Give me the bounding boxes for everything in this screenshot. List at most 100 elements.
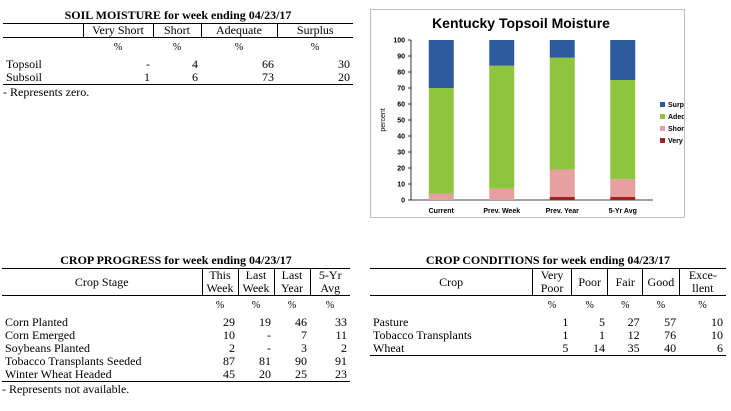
unit-label: %	[621, 300, 630, 312]
header-this-week: This Week	[201, 268, 238, 296]
bar-segment	[489, 65, 515, 189]
table-row: Tobacco Transplants Seeded 87 81 90 91	[2, 353, 350, 368]
row-label: Wheat	[370, 341, 533, 356]
header-poor: Poor	[570, 268, 608, 296]
cell: 33	[335, 314, 347, 329]
cell: 3	[301, 340, 307, 355]
x-tick-label: 5-Yr Avg	[609, 208, 637, 215]
table-row: Subsoil 1 6 73 20	[3, 70, 353, 85]
cell: 5	[532, 341, 572, 356]
y-tick-label: 40	[397, 134, 405, 141]
cell: 1	[598, 327, 605, 342]
unit-row: % % % %	[2, 296, 350, 316]
bar-segment	[428, 193, 454, 200]
bar-segment	[610, 40, 636, 80]
bar-segment	[549, 169, 575, 197]
bar-segment	[489, 40, 515, 66]
cell: 57	[664, 314, 677, 329]
header-5yr-avg: 5-Yr Avg	[309, 268, 350, 296]
cell: 91	[335, 353, 347, 368]
y-tick-label: 100	[393, 38, 405, 45]
y-tick-label: 90	[397, 54, 405, 61]
cell: 6	[679, 341, 726, 356]
legend-swatch	[660, 114, 665, 119]
chart-svg: Kentucky Topsoil Moisture percent 0 10 20 30 4…	[380, 15, 704, 215]
header-last-week: Last Week	[237, 268, 274, 296]
bar-segment	[428, 88, 454, 194]
y-axis-label: percent	[380, 108, 387, 131]
bar-segment	[549, 40, 575, 58]
header-crop: Crop	[370, 268, 533, 296]
cell: 73	[201, 70, 277, 85]
cell: 20	[277, 70, 353, 85]
bar-segment	[489, 188, 515, 200]
crop-conditions-section: CROP CONDITIONS for week ending 04/23/17…	[370, 253, 726, 356]
unit-label: %	[547, 300, 557, 312]
legend-swatch	[660, 126, 665, 131]
crop-progress-table: Crop Stage This Week Last Week Last Year 5-…	[2, 268, 350, 382]
row-label: Subsoil	[3, 70, 83, 85]
y-tick-label: 70	[397, 86, 405, 93]
cell: -	[146, 56, 150, 71]
cell: 11	[335, 327, 347, 342]
bar-segment	[549, 196, 575, 200]
crop-conditions-title: CROP CONDITIONS for week ending 04/23/17	[425, 253, 671, 267]
chart-title: Kentucky Topsoil Moisture	[432, 15, 610, 31]
cell: 6	[153, 70, 201, 85]
header-very-short: Very Short	[82, 23, 153, 38]
cell: 5	[598, 314, 605, 329]
cell: 40	[642, 341, 680, 356]
row-label: Tobacco Transplants	[373, 327, 472, 342]
cell: 76	[664, 327, 677, 342]
cell: 10	[223, 327, 235, 342]
cell: 27	[627, 314, 640, 329]
table-header-row: Crop Stage This Week Last Week Last Year 5-…	[2, 268, 350, 296]
y-tick-label: 20	[397, 166, 405, 173]
y-tick-label: 60	[397, 102, 405, 109]
header-blank	[3, 23, 83, 38]
crop-conditions-table: Crop Very Poor Poor Fair Good Exce-llent …	[370, 268, 726, 356]
cell: 23	[310, 367, 350, 382]
crop-progress-title: CROP PROGRESS for week ending 04/23/17	[60, 253, 292, 267]
legend-label: Short	[668, 126, 684, 133]
y-tick-label: 80	[397, 70, 405, 77]
legend-label: Adequate	[668, 114, 684, 121]
row-label: Winter Wheat Headed	[2, 367, 202, 382]
cell: 4	[192, 56, 198, 71]
unit-label: %	[113, 42, 123, 54]
cell: 1	[562, 327, 569, 342]
cell: 19	[259, 314, 271, 329]
cell: 30	[338, 56, 350, 71]
unit-label: %	[585, 300, 594, 312]
unit-label: %	[310, 42, 320, 54]
cell: 2	[229, 340, 235, 355]
cell: 46	[295, 314, 307, 329]
table-row: Pasture 1 5 27 57 10	[370, 314, 726, 329]
row-label: Pasture	[373, 314, 409, 329]
cell: 66	[262, 56, 274, 71]
unit-label: %	[251, 300, 261, 312]
header-fair: Fair	[607, 268, 643, 296]
cell: 2	[341, 340, 347, 355]
cell: -	[267, 327, 271, 342]
unit-row: % % % %	[3, 38, 353, 58]
header-crop-stage: Crop Stage	[2, 268, 202, 296]
legend-swatch	[660, 102, 665, 107]
table-row: Topsoil - 4 66 30	[3, 56, 353, 71]
bar-segment	[610, 80, 636, 180]
x-tick-label: Current	[429, 208, 455, 215]
topsoil-moisture-chart: Kentucky Topsoil Moisture percent 0 10 20 30 4…	[370, 9, 704, 218]
unit-label: %	[656, 300, 666, 312]
bar-segment	[549, 57, 575, 170]
bar-segment	[428, 40, 454, 88]
table-row: Wheat 5 14 35 40 6	[370, 341, 726, 356]
cell: 25	[274, 367, 310, 382]
header-good: Good	[642, 268, 680, 296]
unit-label: %	[698, 300, 707, 312]
table-row: Winter Wheat Headed 45 20 25 23	[2, 367, 350, 382]
row-label: Corn Emerged	[5, 327, 76, 342]
header-very-poor: Very Poor	[532, 268, 572, 296]
legend-label: Surplus	[668, 102, 684, 109]
cell: 29	[223, 314, 235, 329]
cell: 12	[627, 327, 640, 342]
